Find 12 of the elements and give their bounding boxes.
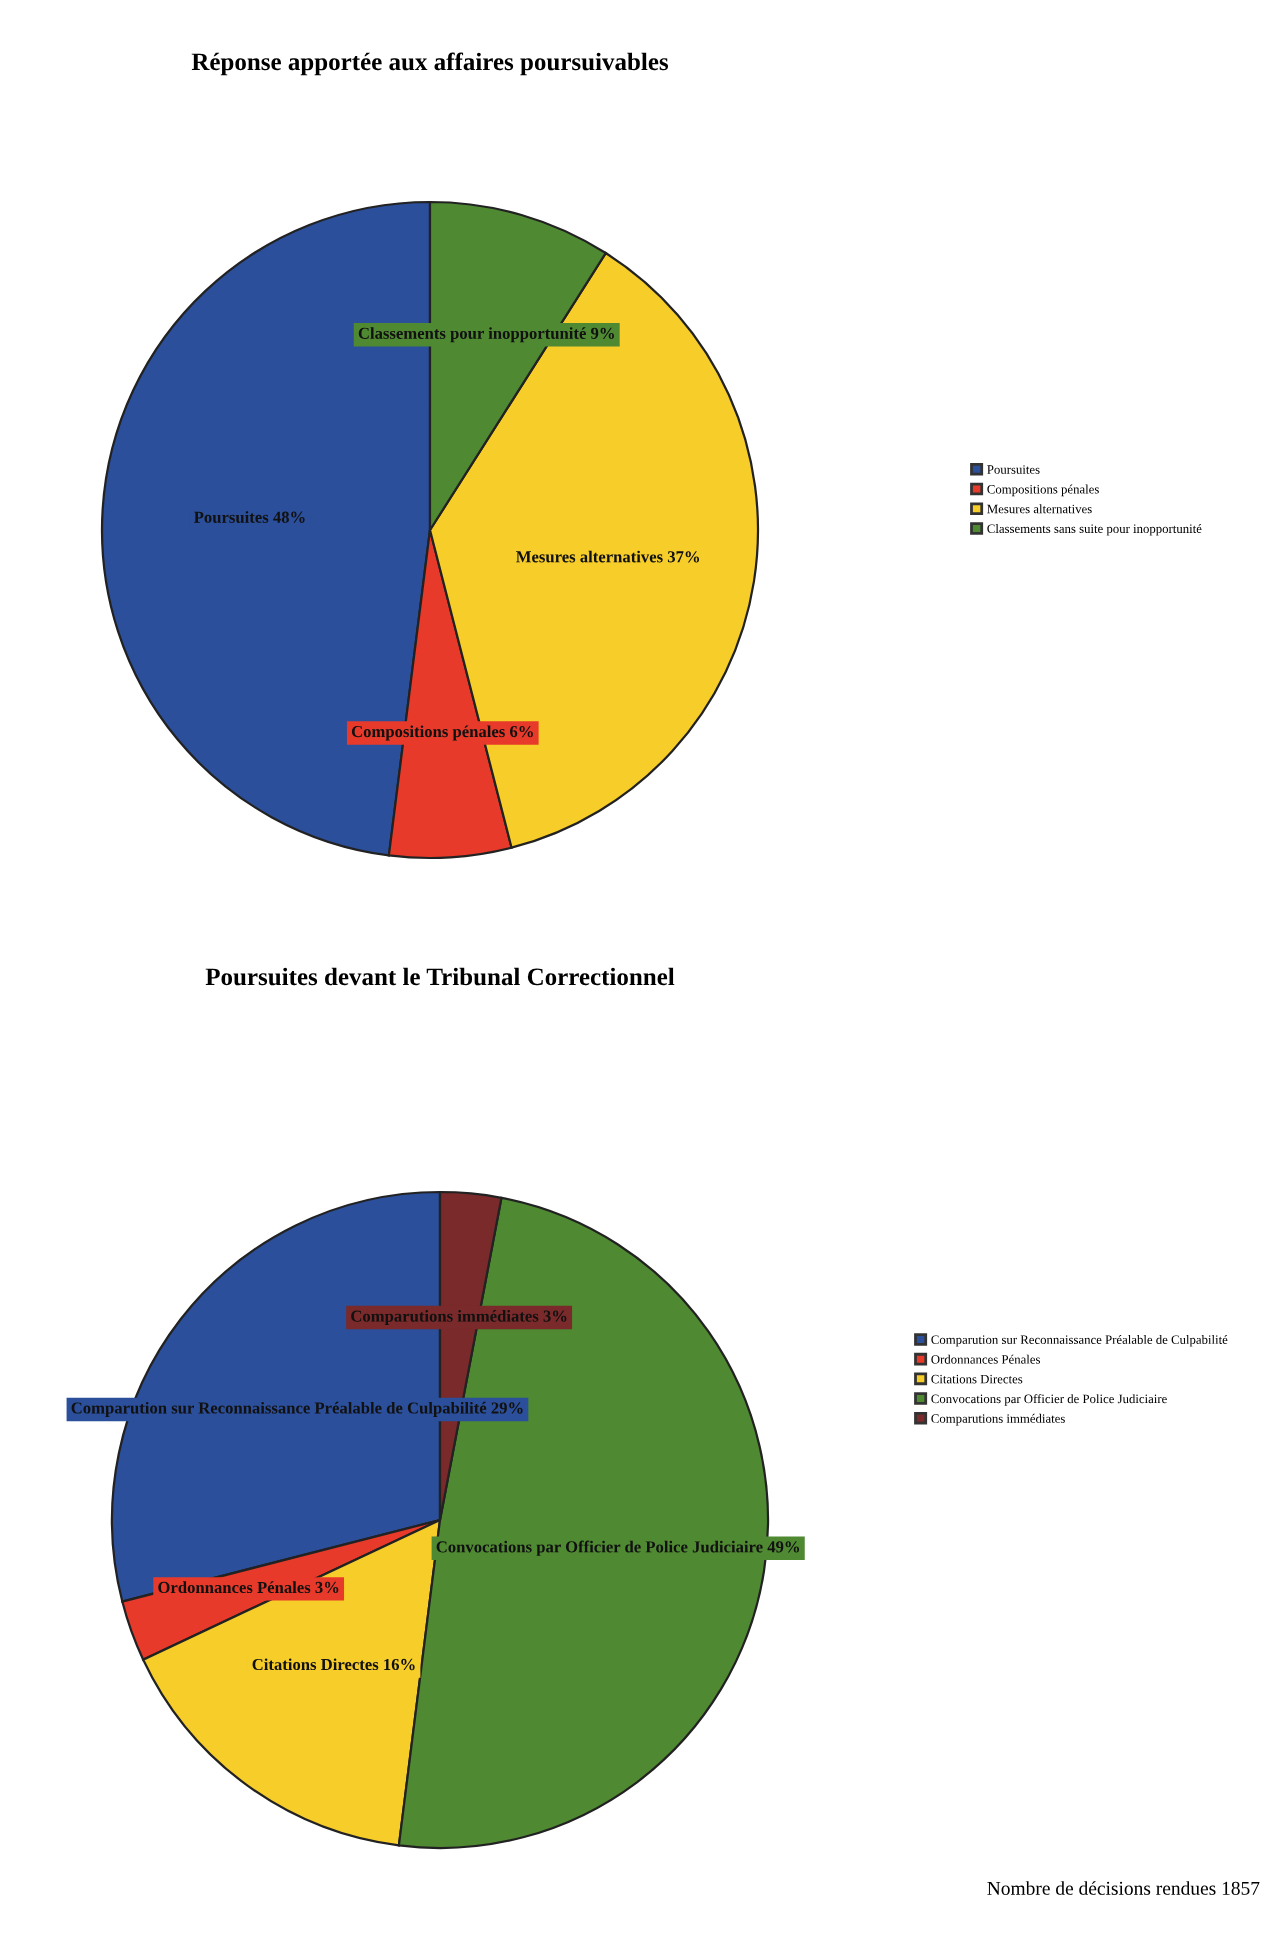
data-label: Poursuites 48% — [193, 511, 305, 523]
chart-title: Poursuites devant le Tribunal Correctionnel — [205, 967, 675, 986]
data-label: Convocations par Officier de Police Judiciaire 49% — [436, 1540, 800, 1556]
data-label: Ordonnances Pénales 3% — [158, 1581, 339, 1594]
data-label: Comparution sur Reconnaissance Préalable de Culpabilité 29% — [71, 1401, 523, 1417]
data-label: Mesures alternatives 37% — [516, 550, 700, 563]
data-label: Citations Directes 16% — [252, 1658, 415, 1671]
data-label: Classements pour inopportunité 9% — [358, 327, 614, 343]
text: Nombre de décisions rendues 1857 — [987, 1881, 1260, 1895]
data-label: Comparutions immédiates 3% — [351, 1309, 567, 1326]
chart-title: Réponse apportée aux affaires poursuivables — [191, 52, 669, 76]
data-label: Compositions pénales 6% — [351, 725, 533, 741]
